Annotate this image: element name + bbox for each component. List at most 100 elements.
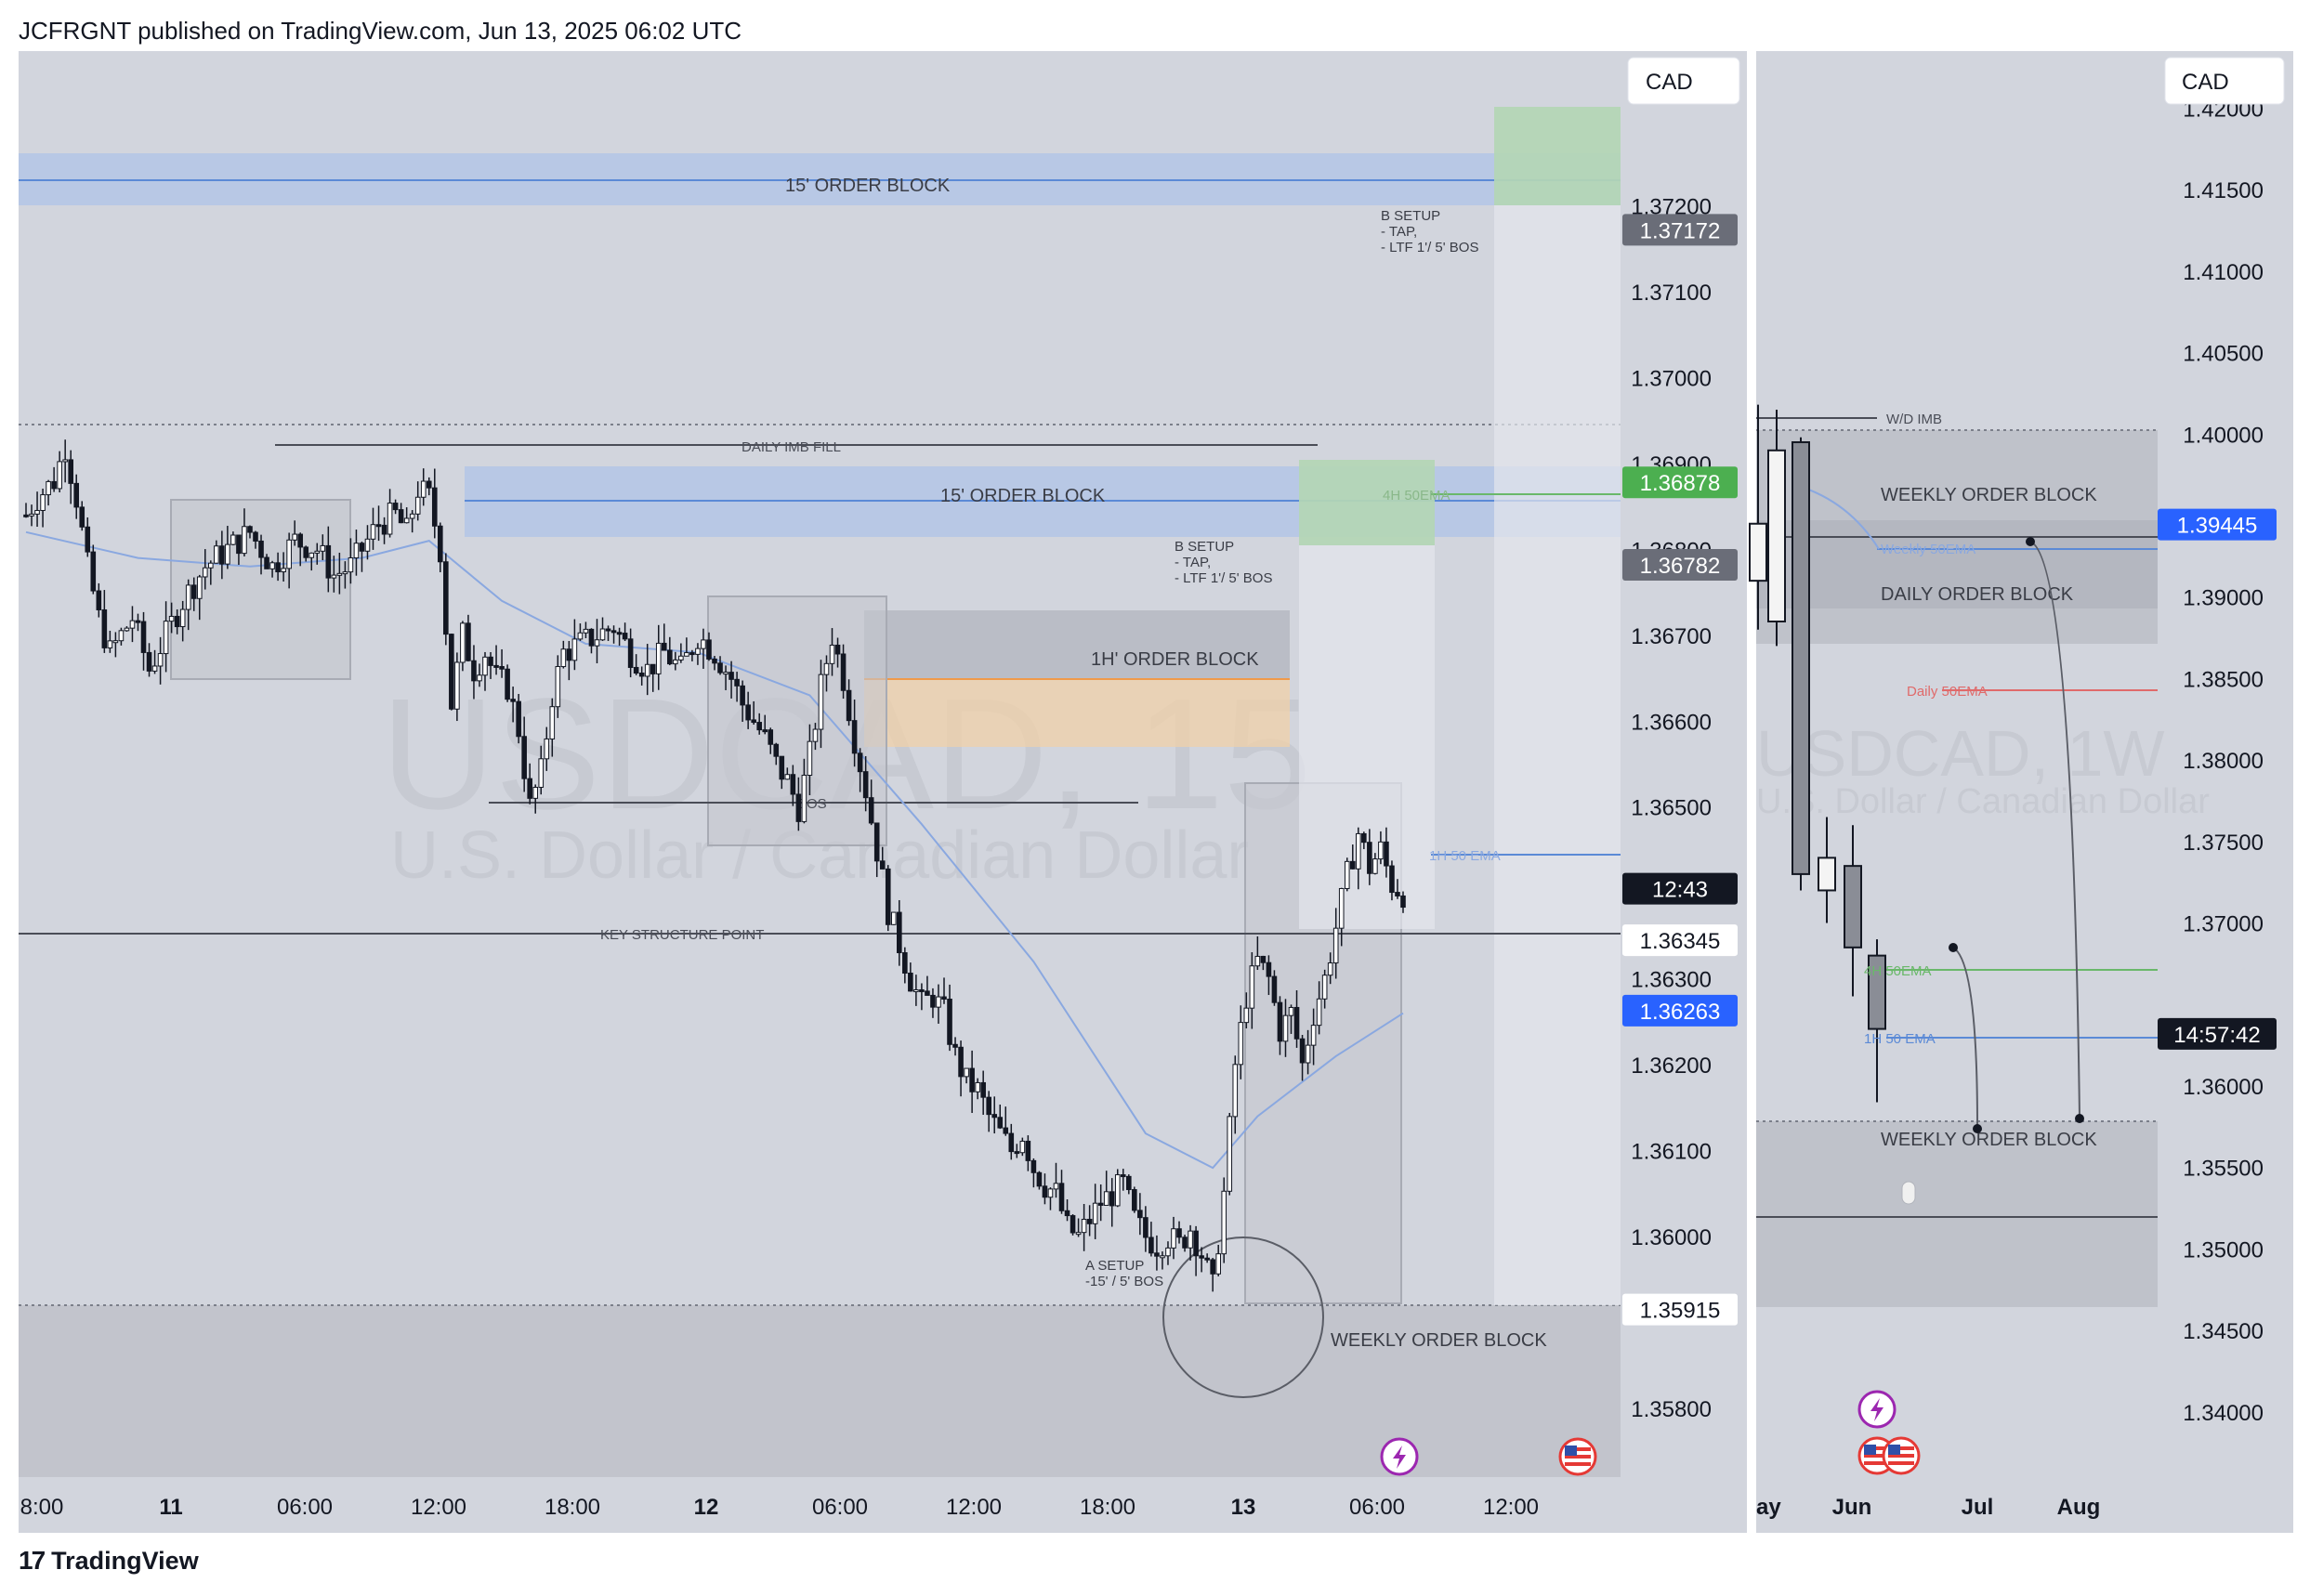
candle-body [375, 524, 382, 528]
lightning-icon[interactable] [1380, 1437, 1419, 1476]
right-y-tick: 1.39000 [2183, 586, 2264, 611]
candle-body [734, 678, 740, 687]
us-flag-icon[interactable] [1558, 1437, 1597, 1476]
left-y-tick: 1.35800 [1631, 1397, 1712, 1422]
right-y-tick: 1.38500 [2183, 667, 2264, 692]
b-setup-2-line-3: - LTF 1'/ 5' BOS [1175, 570, 1272, 586]
candle-body [1204, 1257, 1210, 1261]
candle-body [857, 752, 863, 773]
candle-body [73, 482, 80, 508]
right-x-tick: Aug [2057, 1495, 2101, 1520]
candle-body [1143, 1217, 1148, 1238]
candle-body [997, 1117, 1004, 1129]
candle-body [1243, 1007, 1250, 1024]
candle-body [723, 672, 728, 675]
right-price-axis[interactable]: 1.420001.415001.410001.405001.400001.390… [2183, 97, 2264, 1425]
candle-body [1126, 1175, 1132, 1191]
candle-body [1030, 1159, 1037, 1173]
candle-body [1092, 1202, 1098, 1224]
candle-body [667, 649, 673, 665]
right-currency-badge[interactable]: CAD [2182, 70, 2229, 95]
candle-body [325, 544, 332, 579]
candle-body [616, 632, 623, 635]
candle-body [46, 480, 51, 496]
price-label: 1.37172 [1640, 218, 1721, 243]
candle-body [1176, 1228, 1182, 1238]
right-candles [1749, 404, 1886, 1103]
candle-body [908, 973, 913, 992]
candle-body [583, 628, 589, 634]
weekly-ob-zone-bottom [1756, 1121, 2158, 1307]
candle-body [768, 729, 774, 745]
daily-imb-label: DAILY IMB FILL [742, 439, 841, 455]
price-label: 1.39445 [2177, 514, 2258, 539]
projection-arrows [1952, 541, 2080, 1127]
left-x-tick: 18:00 [1080, 1495, 1135, 1520]
candle-body [991, 1114, 998, 1119]
candle-body [320, 544, 326, 552]
candle-body [387, 503, 393, 535]
candle-body [862, 771, 869, 799]
right-x-tick: Jun [1832, 1495, 1872, 1520]
left-y-tick: 1.37100 [1631, 281, 1712, 306]
candle-body [1154, 1252, 1160, 1257]
candle-body [1103, 1191, 1109, 1206]
left-x-tick: 12:00 [1483, 1495, 1539, 1520]
right-time-axis[interactable]: ay Jun Jul Aug [1756, 1495, 2100, 1520]
candle-body [29, 513, 34, 517]
weekly-ob-top-label: WEEKLY ORDER BLOCK [1881, 485, 2097, 505]
proj-point-2b [2075, 1114, 2084, 1123]
candle-body [947, 999, 952, 1045]
left-chart[interactable]: USDCAD, 15 U.S. Dollar / Canadian Dollar… [19, 51, 1747, 1533]
candle-body [571, 638, 578, 661]
lightning-icon-right[interactable] [1857, 1390, 1897, 1429]
candle-body [398, 509, 404, 524]
candle-body [1148, 1236, 1154, 1254]
weekly-ob-label-left: WEEKLY ORDER BLOCK [1331, 1330, 1547, 1351]
candle-body [1332, 927, 1339, 964]
left-time-axis[interactable]: 8:00 11 06:00 12:00 18:00 12 06:00 12:00 18:00 13… [20, 1495, 1539, 1520]
left-x-tick: 11 [159, 1495, 182, 1520]
weekly-ob-bottom-label: WEEKLY ORDER BLOCK [1881, 1130, 2097, 1150]
candle-body [179, 608, 186, 628]
projection-arrow-1 [1952, 947, 1978, 1127]
left-currency-badge[interactable]: CAD [1646, 70, 1693, 95]
candle-body [1053, 1183, 1059, 1190]
candle-body [952, 1043, 958, 1048]
candle-body [936, 996, 941, 1008]
candle-body [443, 561, 449, 635]
candle-body [499, 666, 505, 670]
right-y-tick: 1.34000 [2183, 1401, 2264, 1426]
candle-body [482, 656, 488, 676]
left-x-tick: 12 [694, 1495, 719, 1520]
candle-body [1193, 1230, 1199, 1257]
candle-body [185, 584, 191, 610]
candle-body [1042, 1185, 1048, 1198]
footer-brand[interactable]: 17 TradingView [19, 1546, 199, 1576]
candle-body [1282, 1014, 1289, 1042]
candle-body [633, 666, 639, 674]
price-label-bg [1622, 872, 1738, 905]
left-y-tick: 1.36000 [1631, 1225, 1712, 1250]
candle-body [975, 1081, 980, 1092]
candle-body [381, 524, 387, 535]
left-price-axis[interactable]: 1.372001.371001.370001.369001.368001.367… [1631, 194, 1712, 1422]
candle-body [566, 648, 572, 661]
b-setup-2-line-1: B SETUP [1175, 539, 1234, 555]
right-chart[interactable]: USDCAD, 1W U.S. Dollar / Canadian Dollar… [1749, 51, 2293, 1533]
candle-body [34, 509, 40, 515]
candle-body [627, 638, 634, 668]
left-currency-badge-bg[interactable] [1627, 57, 1740, 105]
us-flag-icon-right-2[interactable] [1882, 1436, 1921, 1475]
candle-body [1400, 895, 1406, 909]
right-y-tick: 1.35500 [2183, 1157, 2264, 1182]
candle-body [1097, 1202, 1104, 1206]
candle-body [112, 640, 119, 644]
candle-body [818, 674, 824, 730]
candle-body [286, 539, 292, 569]
candle-body [135, 620, 141, 623]
right-currency-badge-bg[interactable] [2164, 57, 2285, 105]
right-x-tick: Jul [1962, 1495, 1994, 1520]
left-price-labels: 1.37172 1.36878 1.36782 12:43 1.36345 1.36263… [1622, 214, 1738, 1326]
candle-body [1378, 841, 1384, 860]
